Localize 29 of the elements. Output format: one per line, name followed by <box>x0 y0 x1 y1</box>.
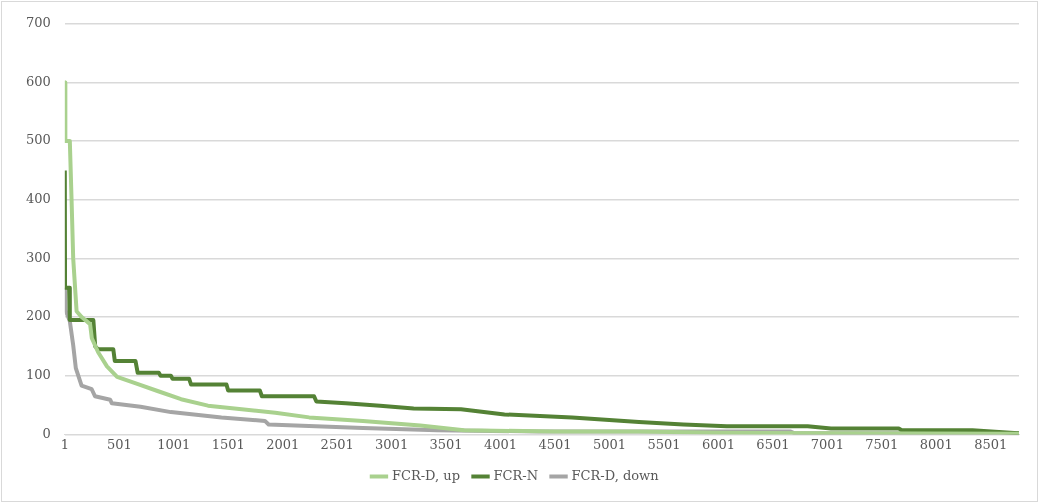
x-tick-label: 3001 <box>375 436 409 452</box>
legend-label: FCR-N <box>493 467 539 483</box>
x-tick-label: 5501 <box>647 436 681 452</box>
x-tick-label: 3501 <box>429 436 463 452</box>
y-tick-label: 700 <box>25 15 51 31</box>
y-tick-label: 300 <box>25 249 51 265</box>
y-tick-label: 0 <box>42 425 51 441</box>
x-tick-label: 1 <box>60 436 69 452</box>
y-tick-label: 400 <box>25 191 51 207</box>
x-tick-label: 1001 <box>157 436 191 452</box>
y-tick-label: 100 <box>25 367 51 383</box>
x-tick-label: 7001 <box>810 436 844 452</box>
x-tick-label: 2001 <box>266 436 300 452</box>
y-tick-label: 600 <box>25 73 51 89</box>
x-tick-label: 7501 <box>865 436 899 452</box>
x-tick-label: 501 <box>106 436 132 452</box>
x-tick-label: 8501 <box>974 436 1008 452</box>
x-tick-label: 8001 <box>919 436 953 452</box>
legend-label: FCR-D, down <box>571 467 660 483</box>
x-tick-label: 6001 <box>701 436 735 452</box>
y-tick-label: 500 <box>25 132 51 148</box>
x-tick-label: 4001 <box>484 436 518 452</box>
x-tick-label: 1501 <box>211 436 245 452</box>
x-tick-label: 6501 <box>756 436 790 452</box>
x-tick-label: 4501 <box>538 436 572 452</box>
x-tick-label: 2501 <box>320 436 354 452</box>
x-tick-label: 5001 <box>592 436 627 452</box>
y-tick-label: 200 <box>25 308 51 324</box>
legend-label: FCR-D, up <box>391 467 461 483</box>
